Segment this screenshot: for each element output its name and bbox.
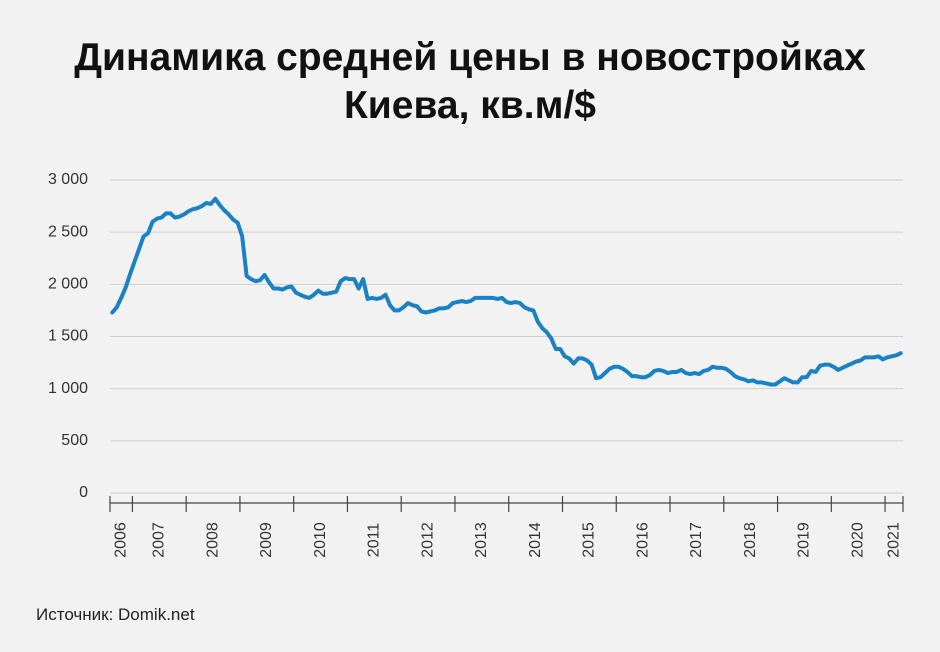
x-tick-label: 2016 [634,522,651,558]
price-line [110,196,903,387]
x-tick-label: 2008 [204,522,221,558]
x-tick-label: 2009 [258,522,275,558]
y-tick-label: 3 000 [48,171,88,188]
x-tick-label: 2010 [312,522,329,558]
x-tick-label: 2014 [527,522,544,558]
x-tick-label: 2012 [419,522,436,558]
y-tick-label: 2 500 [48,223,88,240]
x-tick-label: 2013 [473,522,490,558]
x-tick-label: 2019 [796,522,813,558]
x-tick-label: 2006 [112,522,129,558]
x-tick-label: 2020 [849,522,866,558]
x-tick-label: 2007 [151,522,168,558]
y-tick-label: 2 000 [48,276,88,293]
x-tick-label: 2011 [366,523,383,558]
x-tick-label: 2015 [581,522,598,558]
source-note: Источник: Domik.net [36,605,195,624]
x-tick-label: 2021 [885,522,902,558]
y-tick-label: 1 500 [48,328,88,345]
y-tick-label: 0 [79,484,88,501]
x-tick-label: 2018 [742,522,759,558]
chart-title: Динамика средней цены в новостройках Кие… [74,36,866,127]
x-tick-label: 2017 [688,522,705,558]
y-tick-label: 500 [61,432,88,449]
y-tick-label: 1 000 [48,380,88,397]
